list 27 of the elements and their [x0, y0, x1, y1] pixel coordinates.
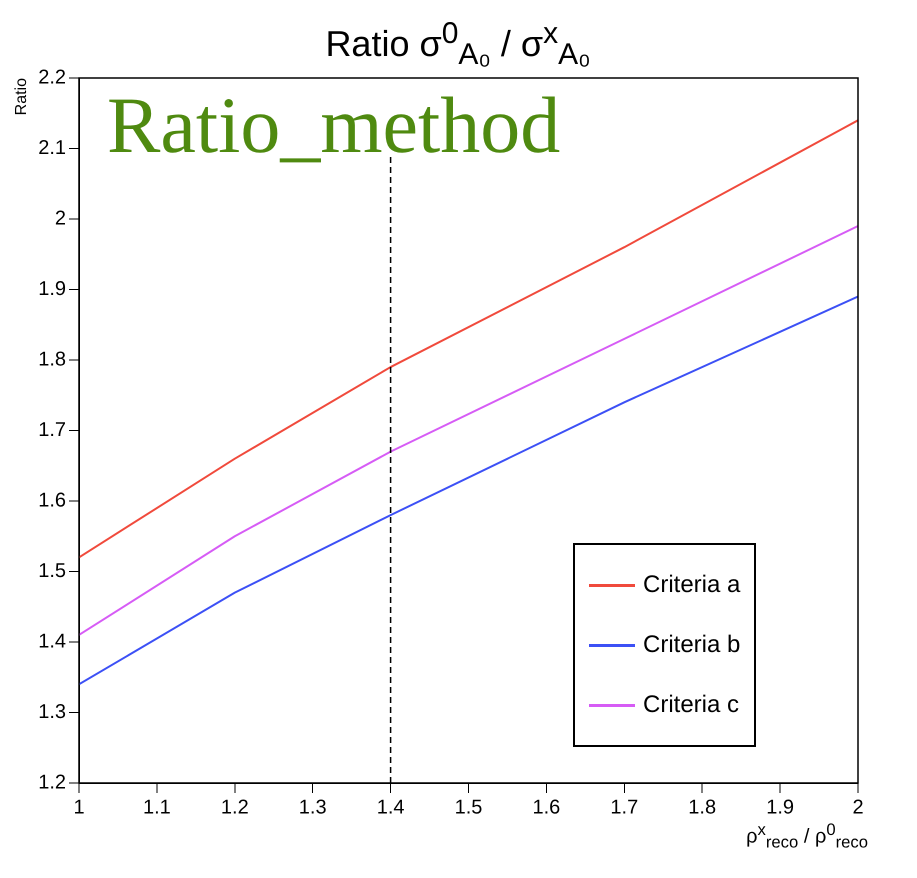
x-tick-label: 1	[73, 796, 85, 819]
x-tick-label: 1.3	[298, 796, 327, 819]
legend-label: Criteria a	[643, 571, 740, 599]
x-tick-label: 1.6	[532, 796, 560, 819]
x-tick-label: 1.5	[454, 796, 482, 819]
y-tick-label: 1.4	[38, 630, 66, 653]
y-tick-label: 1.7	[38, 419, 66, 442]
x-tick-label: 1.7	[610, 796, 638, 819]
y-tick-label: 2.2	[38, 66, 66, 89]
legend-label: Criteria b	[643, 631, 740, 659]
x-tick-label: 1.8	[688, 796, 716, 819]
x-tick-label: 1.2	[220, 796, 249, 819]
x-tick-label: 1.9	[766, 796, 794, 819]
y-tick-label: 1.2	[38, 772, 66, 794]
y-tick-label: 1.5	[38, 560, 66, 582]
y-tick-label: 1.9	[38, 278, 66, 300]
x-tick-label: 1.4	[376, 796, 405, 819]
y-tick-label: 1.8	[38, 348, 66, 371]
x-tick-label: 1.1	[142, 796, 171, 819]
y-tick-label: 1.3	[38, 701, 66, 724]
legend-label: Criteria c	[643, 691, 740, 719]
x-tick-label: 2	[852, 796, 864, 819]
y-axis-title: Ratio	[13, 78, 30, 116]
y-tick-label: 1.6	[38, 490, 66, 512]
annotation: Ratio_method	[107, 82, 560, 170]
y-tick-label: 2	[54, 208, 66, 230]
y-tick-label: 2.1	[38, 137, 66, 160]
